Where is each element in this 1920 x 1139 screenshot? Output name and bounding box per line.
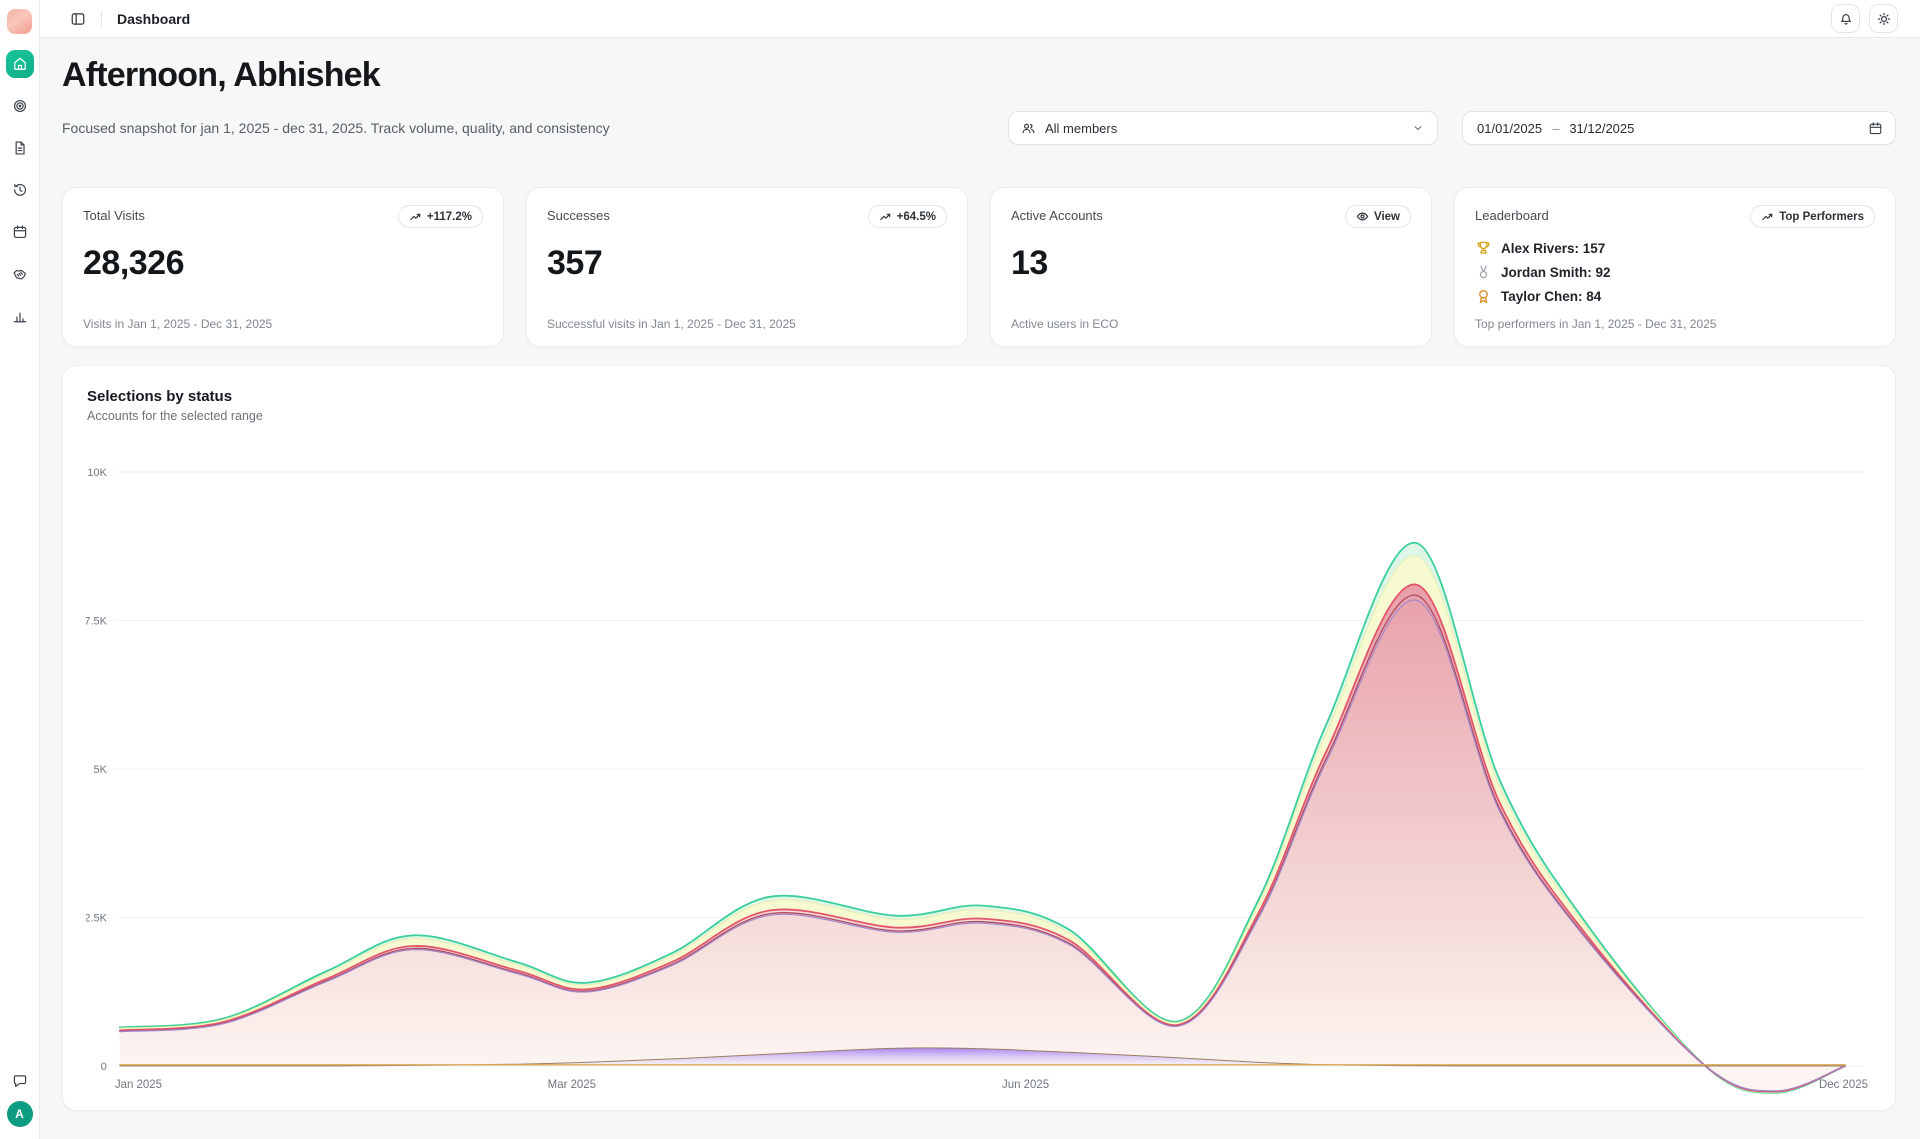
total-visits-trend-value: +117.2% xyxy=(426,210,472,223)
trending-up-icon xyxy=(409,210,422,223)
calendar-icon[interactable] xyxy=(1868,121,1883,136)
successes-footer: Successful visits in Jan 1, 2025 - Dec 3… xyxy=(547,317,796,331)
panel-left-icon xyxy=(70,11,86,27)
users-icon xyxy=(1021,121,1036,136)
members-select-value: All members xyxy=(1045,120,1118,136)
leaderboard-row: Taylor Chen: 84 xyxy=(1475,288,1875,305)
successes-trend-badge[interactable]: +64.5% xyxy=(867,205,947,228)
active-accounts-footer: Active users in ECO xyxy=(1011,317,1119,331)
svg-text:Jan 2025: Jan 2025 xyxy=(115,1079,162,1091)
chart-subtitle: Accounts for the selected range xyxy=(87,409,263,423)
top-performers-label: Top Performers xyxy=(1779,210,1864,223)
successes-trend-value: +64.5% xyxy=(896,210,936,223)
sidebar-item-file[interactable] xyxy=(6,134,34,162)
leaderboard-row: Alex Rivers: 157 xyxy=(1475,240,1875,257)
leaderboard-entry: Jordan Smith: 92 xyxy=(1501,265,1611,280)
chart-title: Selections by status xyxy=(87,388,233,405)
members-select[interactable]: All members xyxy=(1008,111,1438,145)
topbar-divider xyxy=(101,10,102,27)
history-icon xyxy=(12,182,28,198)
sidebar-item-home[interactable] xyxy=(5,50,34,78)
trophy-icon xyxy=(1475,240,1492,257)
selections-chart-card: Selections by status Accounts for the se… xyxy=(62,365,1896,1111)
message-square-icon xyxy=(12,1073,28,1089)
date-range-separator: – xyxy=(1552,120,1560,136)
sun-icon xyxy=(1876,11,1892,27)
active-accounts-card: Active Accounts View 13 Active users in … xyxy=(990,187,1432,347)
greeting-subtitle: Focused snapshot for jan 1, 2025 - dec 3… xyxy=(62,120,610,136)
bell-icon xyxy=(1838,11,1854,27)
bar-chart-icon xyxy=(12,308,28,324)
date-start-value[interactable]: 01/01/2025 xyxy=(1477,120,1543,136)
view-accounts-button[interactable]: View xyxy=(1345,205,1411,228)
home-icon xyxy=(12,56,28,72)
handshake-icon xyxy=(12,266,28,282)
sidebar-item-handshake[interactable] xyxy=(6,260,34,288)
sidebar-item-target[interactable] xyxy=(6,92,34,120)
active-accounts-title: Active Accounts xyxy=(1011,208,1103,223)
leaderboard-card: Leaderboard Top Performers Alex Rivers: … xyxy=(1454,187,1896,347)
svg-text:Mar 2025: Mar 2025 xyxy=(548,1079,596,1091)
sidebar-item-bar-chart[interactable] xyxy=(6,302,34,330)
page-title: Dashboard xyxy=(117,10,191,27)
total-visits-value: 28,326 xyxy=(83,244,185,282)
successes-card: Successes +64.5% 357 Successful visits i… xyxy=(526,187,968,347)
chevron-down-icon xyxy=(1411,121,1425,135)
svg-text:2.5K: 2.5K xyxy=(86,912,108,924)
svg-text:0: 0 xyxy=(101,1061,107,1073)
trending-up-icon xyxy=(1761,210,1774,223)
view-accounts-label: View xyxy=(1374,210,1400,223)
svg-text:5K: 5K xyxy=(94,764,108,776)
medal-icon xyxy=(1475,264,1492,281)
date-range-input[interactable]: 01/01/2025 – 31/12/2025 xyxy=(1462,111,1896,145)
leaderboard-entry: Alex Rivers: 157 xyxy=(1501,241,1606,256)
app-logo[interactable] xyxy=(7,9,32,34)
successes-value: 357 xyxy=(547,244,603,282)
leaderboard-title: Leaderboard xyxy=(1475,208,1549,223)
sidebar-toggle-button[interactable] xyxy=(70,11,86,27)
topbar: Dashboard xyxy=(40,0,1920,38)
calendar-icon xyxy=(12,224,28,240)
svg-text:Dec 2025: Dec 2025 xyxy=(1819,1079,1868,1091)
svg-text:Jun 2025: Jun 2025 xyxy=(1002,1079,1049,1091)
main-content: Afternoon, Abhishek Focused snapshot for… xyxy=(40,38,1920,1139)
leaderboard-entry: Taylor Chen: 84 xyxy=(1501,289,1602,304)
total-visits-footer: Visits in Jan 1, 2025 - Dec 31, 2025 xyxy=(83,317,273,331)
theme-toggle-button[interactable] xyxy=(1869,4,1898,33)
stat-cards-row: Total Visits +117.2% 28,326 Visits in Ja… xyxy=(62,187,1896,347)
status-chart: 0 2.5K 5K 7.5K 10K Jan 2025 Mar 2025 Jun 2025 De… xyxy=(86,467,1868,1094)
date-end-value[interactable]: 31/12/2025 xyxy=(1569,120,1635,136)
active-accounts-value: 13 xyxy=(1011,244,1048,282)
sidebar-nav xyxy=(5,50,34,330)
chat-button[interactable] xyxy=(12,1073,28,1089)
total-visits-title: Total Visits xyxy=(83,208,145,223)
file-icon xyxy=(12,140,28,156)
sidebar: A xyxy=(0,0,40,1139)
svg-text:7.5K: 7.5K xyxy=(86,615,108,627)
sidebar-item-history[interactable] xyxy=(6,176,34,204)
successes-title: Successes xyxy=(547,208,610,223)
leaderboard-footer: Top performers in Jan 1, 2025 - Dec 31, … xyxy=(1475,317,1717,331)
total-visits-trend-badge[interactable]: +117.2% xyxy=(397,205,483,228)
svg-text:10K: 10K xyxy=(87,467,107,479)
leaderboard-row: Jordan Smith: 92 xyxy=(1475,264,1875,281)
eye-icon xyxy=(1356,210,1369,223)
notifications-button[interactable] xyxy=(1831,4,1860,33)
award-icon xyxy=(1475,288,1492,305)
avatar[interactable]: A xyxy=(6,1101,33,1127)
top-performers-button[interactable]: Top Performers xyxy=(1750,205,1875,228)
greeting-heading: Afternoon, Abhishek xyxy=(62,56,381,94)
target-icon xyxy=(12,98,28,114)
trending-up-icon xyxy=(879,210,892,223)
sidebar-item-calendar[interactable] xyxy=(6,218,34,246)
total-visits-card: Total Visits +117.2% 28,326 Visits in Ja… xyxy=(62,187,504,347)
